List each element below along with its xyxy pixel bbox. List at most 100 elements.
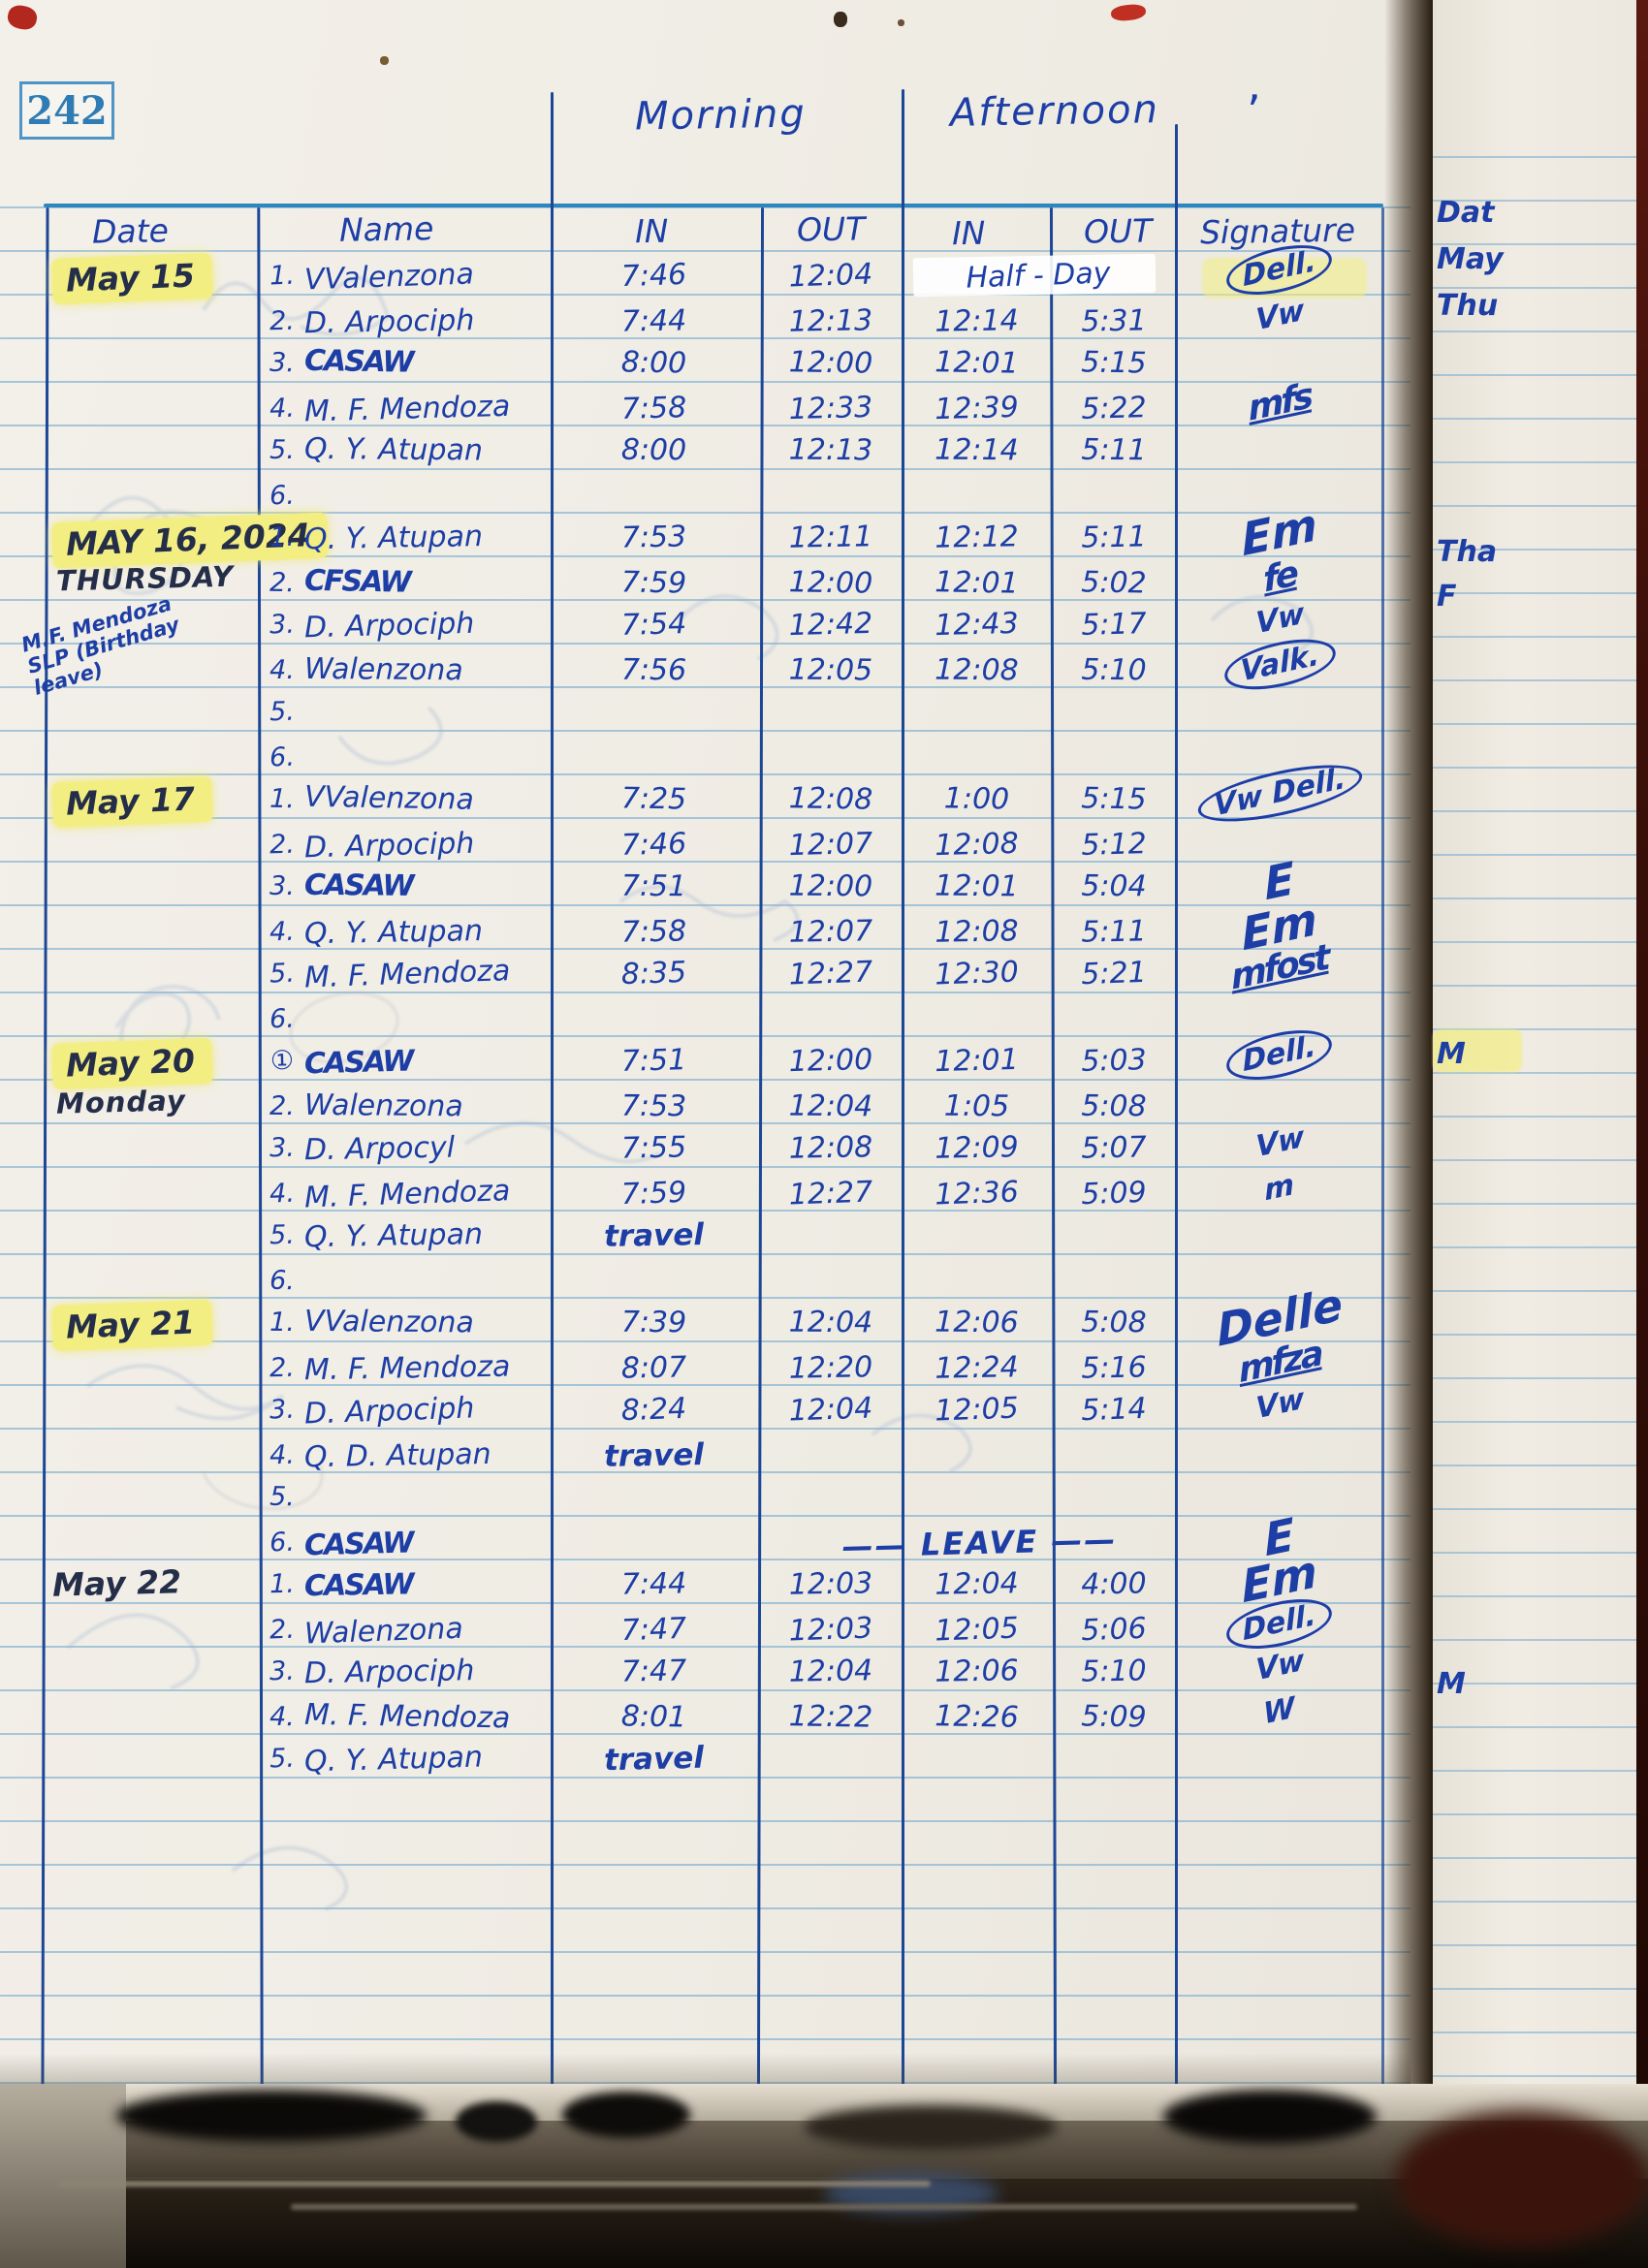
row-number: 4. — [269, 1439, 296, 1471]
cell-name: CASAW — [303, 343, 413, 380]
cell-name: Q. D. Atupan — [303, 1436, 491, 1475]
book-cover-edge — [1636, 0, 1648, 2268]
attendance-row: 5. Q. Y. Atupan travel — [0, 1213, 1410, 1257]
row-number: 2. — [269, 1090, 296, 1122]
cell-afternoon-in: 12:30 — [934, 955, 1020, 992]
col-header-out-afternoon: OUT — [1083, 211, 1153, 251]
cell-morning-in: 7:44 — [620, 1566, 687, 1602]
signature: Em — [1179, 1544, 1380, 1613]
cell-morning-in: 7:47 — [620, 1654, 687, 1689]
right-page-ruled-lines — [1433, 114, 1636, 2092]
cell-afternoon-out: 5:09 — [1080, 1175, 1148, 1213]
cell-afternoon-out: 5:15 — [1081, 345, 1147, 381]
signature-scribble: Vw — [1253, 596, 1306, 642]
cell-morning-out: 12:08 — [788, 1130, 873, 1166]
row-number: 4. — [269, 1701, 296, 1733]
cell-afternoon-out: 5:03 — [1080, 1043, 1148, 1079]
cell-name: Walenzona — [303, 1087, 463, 1124]
row-number: 3. — [269, 1655, 296, 1687]
signature: Vw — [1179, 1643, 1380, 1688]
cell-morning-out: 12:03 — [788, 1611, 873, 1649]
cell-name: CASAW — [303, 1044, 413, 1082]
cell-afternoon-out: 5:16 — [1081, 1350, 1147, 1386]
cell-name: D. Arpociph — [303, 303, 475, 341]
cell-morning-out: 12:33 — [788, 390, 873, 427]
cell-morning-in: 7:53 — [620, 1088, 687, 1124]
cell-travel-note: travel — [603, 1216, 705, 1254]
table-vline — [1381, 207, 1384, 2086]
page-edge-streak — [291, 2204, 1357, 2210]
cell-afternoon-in: 12:09 — [934, 1130, 1020, 1166]
col-header-signature: Signature — [1199, 210, 1356, 252]
cell-morning-out: 12:04 — [788, 1305, 873, 1340]
attendance-row: 5. — [0, 690, 1410, 734]
cell-morning-in: 7:54 — [620, 607, 687, 643]
row-number: 2. — [269, 305, 296, 337]
col-header-in-morning: IN — [634, 211, 669, 251]
signature: m — [1179, 1166, 1380, 1210]
page-number: 242 — [26, 87, 108, 134]
attendance-row: 2. D. Arpociph 7:44 12:13 12:14 5:31 Vw — [0, 294, 1410, 343]
attendance-row: 3. D. Arpociph 8:24 12:04 12:05 5:14 Vw — [0, 1382, 1410, 1432]
cell-afternoon-out: 5:31 — [1081, 303, 1147, 339]
signature: Dell. — [1179, 236, 1380, 303]
page-stack-left-edge — [0, 2084, 126, 2268]
row-number: 3. — [269, 870, 296, 902]
col-header-name: Name — [338, 209, 434, 249]
cell-afternoon-span: Half - Day — [965, 256, 1112, 296]
signature: Vw — [1179, 596, 1380, 642]
cell-name: D. Arpociph — [303, 1391, 475, 1432]
cell-name: D. Arpociph — [303, 1654, 475, 1691]
row-number: 6. — [269, 1003, 296, 1035]
signature-scribble: mfost — [1229, 937, 1330, 998]
row-number: 5. — [269, 1743, 296, 1775]
cell-afternoon-in: 12:05 — [934, 1611, 1020, 1649]
row-number: 5. — [269, 434, 296, 466]
row-number: 4. — [269, 393, 296, 425]
signature: mfza — [1179, 1334, 1380, 1391]
cell-afternoon-in: 12:12 — [934, 520, 1020, 555]
signature: Vw Dell. — [1179, 753, 1380, 834]
cell-afternoon-in: 12:01 — [935, 868, 1019, 904]
attendance-row: 3. CASAW 8:00 12:00 12:01 5:15 — [0, 341, 1410, 385]
cell-afternoon-in: 1:00 — [943, 781, 1010, 817]
cell-morning-in: 7:44 — [620, 303, 687, 339]
row-number: 6. — [269, 741, 296, 773]
attendance-row: 5. Q. Y. Atupan travel — [0, 1737, 1410, 1780]
cell-afternoon-out: 4:00 — [1081, 1566, 1147, 1602]
signature: Valk. — [1179, 630, 1380, 699]
right-page-handwriting: Dat — [1437, 196, 1495, 230]
cell-morning-out: 12:13 — [788, 303, 873, 339]
logbook-left-page: 242 Morning Afternoon ’ Date Name IN OUT… — [0, 0, 1410, 2092]
cell-morning-out: 12:00 — [788, 345, 873, 381]
cell-afternoon-out: 5:15 — [1081, 781, 1147, 817]
signature: Vw — [1179, 1382, 1380, 1427]
signature: Vw — [1179, 293, 1380, 338]
attendance-row: 5. Q. Y. Atupan 8:00 12:13 12:14 5:11 — [0, 428, 1410, 472]
cell-morning-in: 8:01 — [620, 1699, 687, 1735]
row-number: 5. — [269, 696, 296, 728]
cell-name: VValenzona — [303, 779, 475, 817]
cell-morning-in: 7:56 — [620, 652, 687, 688]
cell-name: CASAW — [303, 867, 413, 903]
attendance-row: 4. M. F. Mendoza 7:58 12:33 12:39 5:22 mfs — [0, 376, 1410, 430]
cell-name: Q. Y. Atupan — [303, 431, 484, 468]
cell-morning-in: 8:24 — [620, 1391, 687, 1429]
attendance-row: 3. D. Arpociph 7:54 12:42 12:43 5:17 Vw — [0, 597, 1410, 646]
cell-afternoon-out: 5:11 — [1081, 520, 1147, 555]
signature-scribble: Vw — [1253, 1643, 1306, 1688]
attendance-row: 1. VValenzona 7:25 12:08 1:00 5:15 Vw Dell. — [0, 753, 1410, 834]
cell-morning-out: 12:27 — [788, 955, 873, 992]
cell-morning-out: 12:05 — [788, 652, 873, 688]
cell-morning-out: 12:22 — [788, 1699, 873, 1735]
cell-morning-in: 7:46 — [620, 257, 687, 295]
row-number: 1. — [269, 1307, 296, 1339]
cell-name: D. Arpocyl — [303, 1130, 456, 1168]
cell-name: VValenzona — [303, 257, 475, 298]
signature-scribble: Vw — [1253, 293, 1306, 338]
cell-morning-out: 12:20 — [788, 1350, 873, 1386]
cell-name: CASAW — [303, 1567, 413, 1604]
cell-morning-in: 7:55 — [620, 1130, 687, 1166]
cell-morning-out: 12:27 — [788, 1175, 873, 1213]
row-number: 5. — [269, 958, 296, 990]
